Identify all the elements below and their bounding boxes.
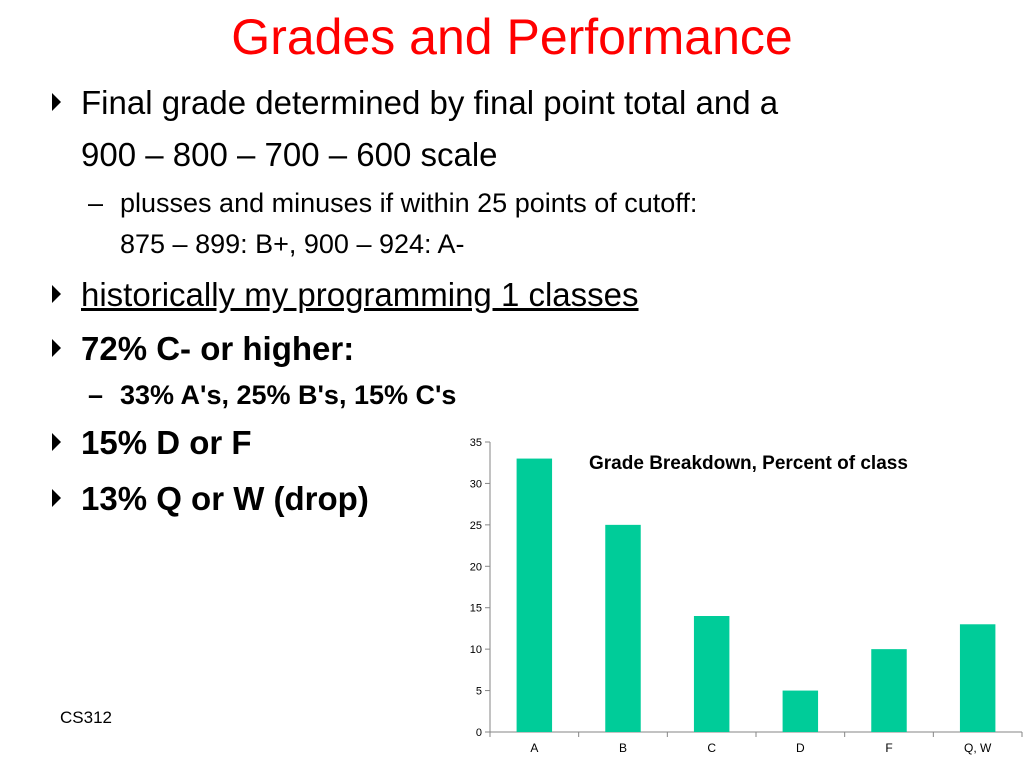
x-tick-label: D [796, 741, 805, 755]
bullet-arrow-icon [52, 433, 61, 451]
bar-c [693, 616, 730, 732]
x-tick-label: Q, W [964, 741, 992, 755]
x-tick-label: A [530, 741, 538, 755]
y-tick-label: 25 [470, 520, 482, 532]
y-tick-label: 20 [470, 561, 482, 573]
slide-title: Grades and Performance [231, 9, 793, 65]
bar-b [605, 524, 641, 732]
slide-footer: CS312 [60, 708, 112, 727]
y-tick-label: 30 [470, 478, 482, 490]
bar-a [516, 458, 553, 732]
grade-breakdown-chart: 0 5 10 15 20 25 30 35 A B C D F Q, W Grade Breakdown, … [470, 437, 1023, 755]
bullet-arrow-icon [52, 285, 61, 303]
bar-f [871, 649, 907, 732]
sub-bullet-plusses-line2: 875 – 899: B+, 900 – 924: A- [120, 229, 465, 259]
chart-title: Grade Breakdown, Percent of class [589, 453, 908, 474]
bullet-final-grade-line2: 900 – 800 – 700 – 600 scale [81, 136, 498, 173]
bullet-c-or-higher-text: 72% C- or higher: [81, 330, 355, 367]
bullet-arrow-icon [52, 339, 61, 357]
y-tick-label: 35 [470, 437, 482, 449]
sub-bullet-plusses-line1: plusses and minuses if within 25 points … [120, 188, 698, 218]
y-tick-label: 0 [476, 727, 482, 739]
x-tick-label: F [885, 741, 892, 755]
sub-bullet-abc-text: 33% A's, 25% B's, 15% C's [120, 380, 457, 410]
bullet-final-grade-line1: Final grade determined by final point to… [81, 84, 779, 121]
bullet-arrow-icon [52, 489, 61, 507]
x-tick-label: C [707, 741, 716, 755]
y-tick-label: 10 [470, 644, 482, 656]
bullet-arrow-icon [52, 93, 61, 111]
bar-q-w [959, 624, 996, 732]
bar-d [782, 690, 819, 732]
dash-icon: – [88, 380, 104, 410]
bullet-historically-text: historically my programming 1 classes [81, 276, 639, 313]
dash-icon: – [88, 188, 104, 218]
y-tick-label: 5 [476, 686, 482, 698]
bullet-d-or-f-text: 15% D or F [81, 424, 252, 461]
x-tick-label: B [619, 741, 627, 755]
y-tick-label: 15 [470, 603, 482, 615]
bullet-q-or-w-text: 13% Q or W (drop) [81, 480, 369, 517]
